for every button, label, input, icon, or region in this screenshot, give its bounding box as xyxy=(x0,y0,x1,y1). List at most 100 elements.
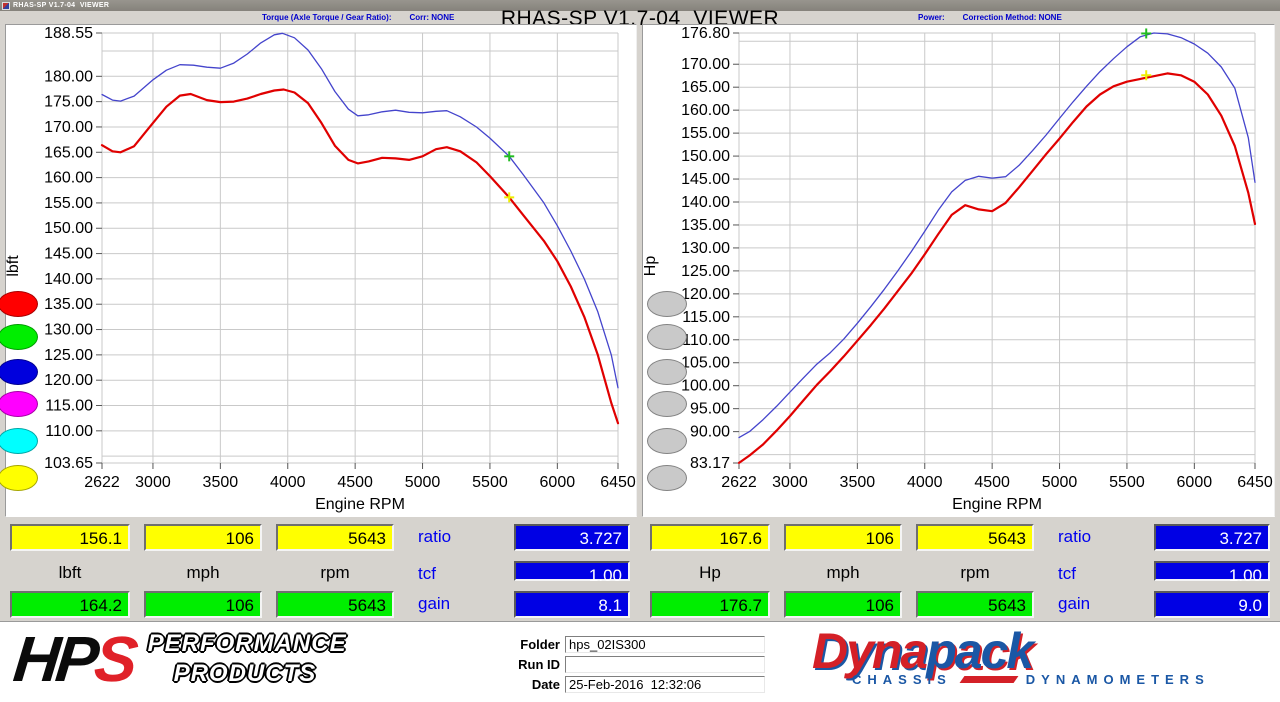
y-axis-tick-label: 110.00 xyxy=(682,332,730,349)
torque-unit-label: lbft xyxy=(58,563,82,582)
mph-unit-label: mph xyxy=(826,563,860,582)
x-axis-tick-label: 4500 xyxy=(337,474,373,491)
chart-canvas: 176.80 170.00 165.00 160.00 155.00 150.00 145.… xyxy=(642,25,1273,513)
gain-label: gain xyxy=(1058,594,1091,613)
x-axis-tick-label: 2622 xyxy=(721,474,757,491)
torque-header-label: Torque (Axle Torque / Gear Ratio): xyxy=(262,13,392,22)
rpm-value-green: 5643 xyxy=(276,591,394,618)
run-blue-torque-curve xyxy=(101,32,619,389)
rpm-value-yellow: 5643 xyxy=(916,524,1034,551)
run-select-button-3[interactable] xyxy=(647,359,687,385)
rpm-unit-label: rpm xyxy=(320,563,350,582)
y-axis-tick-label: 155.00 xyxy=(44,195,93,212)
ratio-label: ratio xyxy=(418,527,452,546)
date-input[interactable] xyxy=(565,676,765,693)
hps-products-text: PRODUCTS xyxy=(173,660,317,687)
y-axis-tick-label: 145.00 xyxy=(681,171,730,188)
run-select-button-6[interactable] xyxy=(0,465,38,491)
power-panel-header: Power: Correction Method: NONE xyxy=(918,13,1062,22)
folder-input[interactable] xyxy=(565,636,765,653)
footer-bar: HPS PERFORMANCE PRODUCTS Folder Run ID D… xyxy=(0,621,1280,702)
tcf-value: 1.00 xyxy=(514,561,630,585)
runid-input[interactable] xyxy=(565,656,765,673)
y-axis-tick-label: 115.00 xyxy=(45,398,93,415)
y-axis-tick-label: 160.00 xyxy=(681,102,730,119)
dynapack-logo-text: Dynapack xyxy=(812,626,1272,676)
y-axis-tick-label: 100.00 xyxy=(681,378,730,395)
y-axis-tick-label: 90.00 xyxy=(690,424,730,441)
power-unit-label: Hp xyxy=(699,563,721,582)
app-icon xyxy=(2,1,10,10)
cursor-marker xyxy=(504,151,515,162)
x-axis-tick-label: 6450 xyxy=(1237,474,1273,491)
run-select-button-2[interactable] xyxy=(647,324,687,350)
x-axis-tick-label: 5000 xyxy=(405,474,441,491)
y-axis-tick-label: 130.00 xyxy=(44,322,93,339)
run-select-button-5[interactable] xyxy=(0,428,38,454)
y-axis-tick-label: 110.00 xyxy=(45,423,93,440)
x-axis-tick-label: 2622 xyxy=(84,474,120,491)
y-axis-tick-label: 150.00 xyxy=(681,148,730,165)
y-axis-tick-label: 83.17 xyxy=(690,455,730,472)
run-select-button-4[interactable] xyxy=(0,391,38,417)
window-titlebar: RHAS-SP V1.7-04 VIEWER xyxy=(0,0,1280,11)
mph-unit-label: mph xyxy=(186,563,220,582)
run-select-button-1[interactable] xyxy=(0,291,38,317)
x-axis-tick-label: 4000 xyxy=(907,474,943,491)
rpm-value-green: 5643 xyxy=(916,591,1034,618)
power-header-label: Power: xyxy=(918,13,945,22)
mph-value-yellow: 106 xyxy=(144,524,262,551)
x-axis-title: Engine RPM xyxy=(952,496,1042,513)
x-axis-tick-label: 3500 xyxy=(840,474,876,491)
run-select-button-3[interactable] xyxy=(0,359,38,385)
y-axis-tick-label: 140.00 xyxy=(44,271,93,288)
run-select-button-5[interactable] xyxy=(647,428,687,454)
y-axis-tick-label: 120.00 xyxy=(681,286,730,303)
y-axis-tick-label: 125.00 xyxy=(681,263,730,280)
x-axis-tick-label: 3000 xyxy=(772,474,808,491)
window-title: RHAS-SP V1.7-04 VIEWER xyxy=(13,2,110,9)
y-axis-tick-label: 175.00 xyxy=(44,94,93,111)
y-axis-tick-label: 180.00 xyxy=(44,68,93,85)
y-axis-tick-label: 130.00 xyxy=(681,240,730,257)
y-axis-tick-label: 170.00 xyxy=(44,119,93,136)
power-corr-label: Correction Method: NONE xyxy=(962,13,1062,22)
run-select-button-4[interactable] xyxy=(647,391,687,417)
dynapack-chassis-text: CHASSIS xyxy=(852,672,952,687)
run-info-form: Folder Run ID Date xyxy=(498,636,765,696)
cursor-marker xyxy=(1141,70,1152,81)
hps-s: S xyxy=(91,623,138,695)
x-axis-tick-label: 5500 xyxy=(472,474,508,491)
run-select-button-6[interactable] xyxy=(647,465,687,491)
y-axis-tick-label: 150.00 xyxy=(44,220,93,237)
y-axis-tick-label: 188.55 xyxy=(44,25,93,42)
y-axis-tick-label: 155.00 xyxy=(681,125,730,142)
y-axis-tick-label: 120.00 xyxy=(44,372,93,389)
hps-logo: HPS PERFORMANCE PRODUCTS xyxy=(10,623,347,695)
tcf-label: tcf xyxy=(1058,564,1076,583)
dynapack-logo: Dynapack CHASSIS DYNAMOMETERS xyxy=(812,626,1272,687)
x-axis-tick-label: 5500 xyxy=(1109,474,1145,491)
tcf-value: 1.00 xyxy=(1154,561,1270,585)
y-axis-tick-label: 135.00 xyxy=(44,296,93,313)
power-value-yellow: 167.6 xyxy=(650,524,770,551)
mph-value-yellow: 106 xyxy=(784,524,902,551)
power-chart-panel: 176.80 170.00 165.00 160.00 155.00 150.00 145.… xyxy=(642,24,1275,517)
run-select-button-2[interactable] xyxy=(0,324,38,350)
hps-logo-text: HPS xyxy=(10,623,137,695)
runid-label: Run ID xyxy=(518,657,560,672)
y-axis-tick-label: 115.00 xyxy=(682,309,730,326)
run-red-torque-curve xyxy=(100,88,620,425)
rpm-value-yellow: 5643 xyxy=(276,524,394,551)
power-chart: 176.80 170.00 165.00 160.00 155.00 150.00 145.… xyxy=(642,25,1274,522)
x-axis-tick-label: 3500 xyxy=(203,474,239,491)
y-axis-tick-label: 140.00 xyxy=(681,194,730,211)
run-select-button-1[interactable] xyxy=(647,291,687,317)
y-axis-title: lbft xyxy=(6,255,22,277)
cursor-marker xyxy=(1141,28,1152,39)
x-axis-tick-label: 6450 xyxy=(600,474,636,491)
x-axis-tick-label: 4000 xyxy=(270,474,306,491)
dynapack-swoosh xyxy=(959,676,1019,683)
x-axis-tick-label: 3000 xyxy=(135,474,171,491)
tcf-label: tcf xyxy=(418,564,436,583)
